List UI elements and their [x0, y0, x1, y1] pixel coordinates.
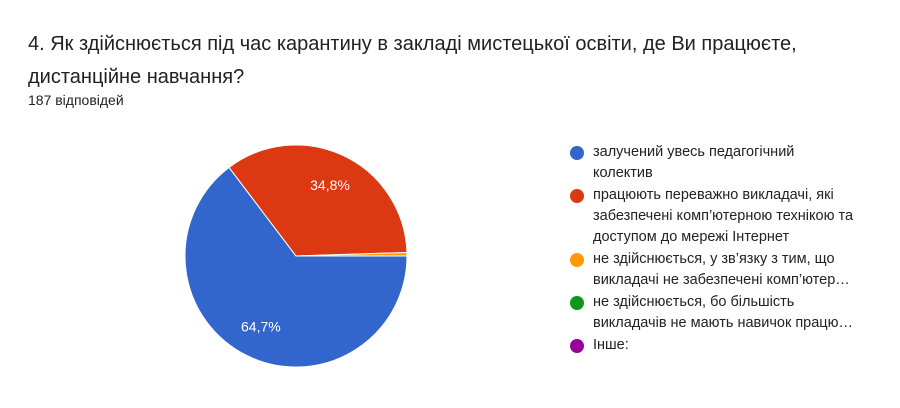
legend-label-line: викладачі не забезпечені комп’ютер…	[593, 272, 850, 288]
slice-value-label-2: 34,8%	[310, 177, 350, 193]
slice-value-label-1: 64,7%	[241, 319, 281, 335]
pie-slice-1[interactable]	[184, 166, 408, 368]
legend-label-line: Інше:	[593, 337, 629, 353]
chart-legend: залучений увесь педагогічний колектив прац…	[570, 142, 853, 356]
legend-label-line: не здійснюється, у зв’язку з тим, що	[593, 251, 835, 267]
legend-marker	[570, 188, 584, 203]
legend-item-1[interactable]: залучений увесь педагогічний колектив	[570, 142, 853, 184]
legend-label: залучений увесь педагогічний колектив	[593, 142, 794, 184]
legend-item-5[interactable]: Інше:	[570, 335, 853, 356]
legend-label-line: доступом до мережі Інтернет	[593, 229, 790, 245]
legend-label-line: не здійснюється, бо більшість	[593, 294, 795, 310]
legend-label: працюють переважно викладачі, які забезпе…	[593, 185, 853, 248]
legend-label-line: залучений увесь педагогічний	[593, 144, 795, 160]
legend-label: не здійснюється, бо більшість викладачів …	[593, 292, 853, 334]
legend-marker	[570, 145, 584, 160]
legend-label: не здійснюється, у зв’язку з тим, що викл…	[593, 249, 850, 291]
legend-label-line: забезпечені комп’ютерною технікою та	[593, 208, 854, 224]
response-count: 187 відповідей	[28, 92, 124, 108]
legend-label-line: викладачів не мають навичок працю…	[593, 315, 853, 331]
legend-marker	[570, 252, 584, 267]
pie-slice-2[interactable]	[228, 144, 408, 257]
legend-item-4[interactable]: не здійснюється, бо більшість викладачів …	[570, 292, 853, 334]
legend-marker	[570, 295, 584, 310]
legend-item-3[interactable]: не здійснюється, у зв’язку з тим, що викл…	[570, 249, 853, 291]
legend-label-line: працюють переважно викладачі, які	[593, 187, 834, 203]
pie-chart: 64,7% 34,8%	[184, 144, 408, 368]
legend-label: Інше:	[593, 335, 629, 356]
legend-marker	[570, 338, 584, 353]
question-title: 4. Як здійснюється під час карантину в з…	[28, 33, 797, 88]
pie-slice-3[interactable]	[295, 251, 408, 257]
legend-item-2[interactable]: працюють переважно викладачі, які забезпе…	[570, 185, 853, 248]
legend-label-line: колектив	[593, 165, 653, 181]
